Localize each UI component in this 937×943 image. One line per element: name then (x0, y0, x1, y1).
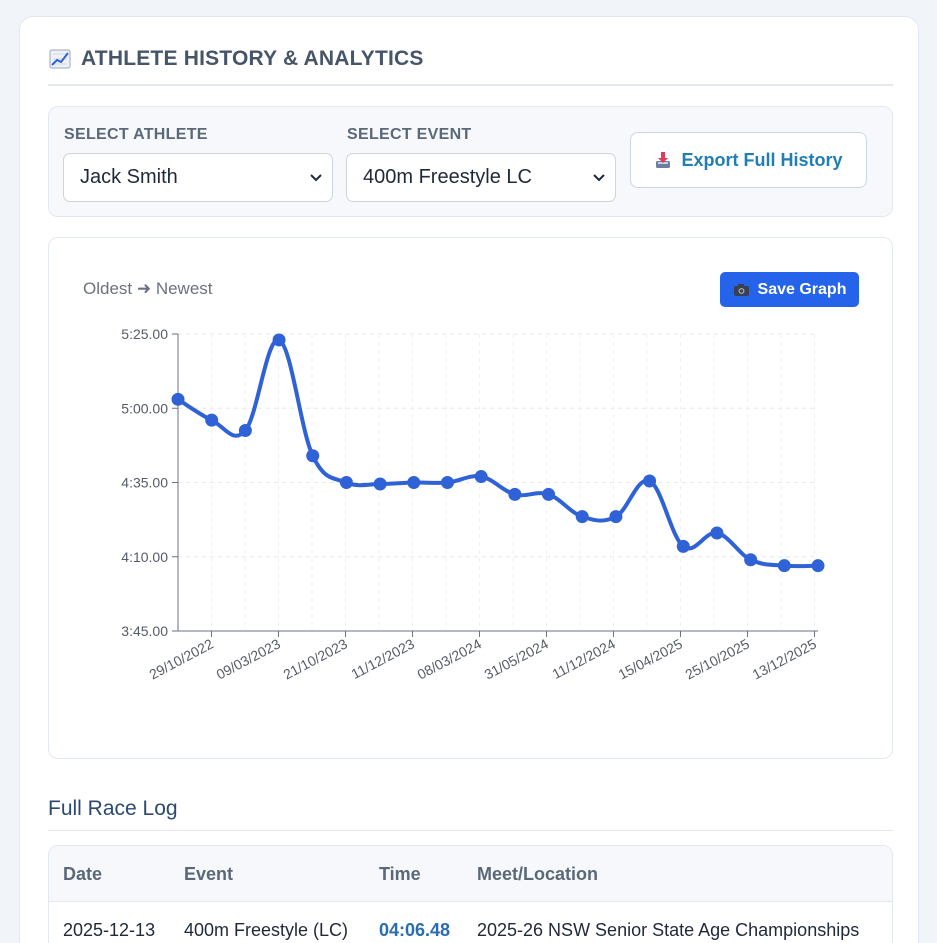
save-graph-label: Save Graph (757, 280, 847, 298)
event-select-value: 400m Freestyle LC (363, 166, 532, 188)
athlete-select-value: Jack Smith (80, 166, 178, 188)
x-tick-label: 29/10/2022 (147, 635, 217, 682)
event-label: SELECT EVENT (347, 126, 472, 143)
data-point (407, 476, 421, 489)
y-tick-label: 5:25.00 (121, 326, 168, 342)
data-point (339, 476, 353, 489)
x-tick-label: 13/12/2025 (750, 635, 820, 682)
chevron-down-icon (593, 174, 605, 182)
athlete-select[interactable]: Jack Smith (63, 153, 333, 202)
y-tick-label: 3:45.00 (121, 623, 168, 639)
controls-panel: SELECT ATHLETE Jack Smith SELECT EVENT 4… (48, 106, 893, 217)
chart-increasing-icon (49, 49, 71, 69)
export-history-label: Export Full History (681, 149, 843, 170)
cell-time: 04:06.48 (379, 920, 451, 940)
save-graph-button[interactable]: Save Graph (720, 272, 859, 307)
camera-icon (733, 283, 749, 296)
data-point (542, 487, 556, 501)
cell-meet: 2025-26 NSW Senior State Age Championshi… (477, 920, 860, 940)
export-history-button[interactable]: Export Full History (630, 132, 867, 188)
event-select[interactable]: 400m Freestyle LC (346, 153, 616, 202)
data-point (205, 413, 219, 427)
order-hint: Oldest ➜ Newest (83, 279, 213, 298)
x-tick-label: 08/03/2024 (415, 635, 485, 682)
data-point (373, 477, 387, 491)
data-point (171, 392, 185, 406)
y-tick-label: 4:35.00 (121, 475, 168, 491)
table-header: Date Event Time Meet/Location (49, 846, 892, 902)
y-tick-label: 4:10.00 (121, 549, 168, 565)
x-tick-label: 11/12/2023 (348, 635, 417, 682)
data-point (744, 553, 758, 567)
data-point (440, 476, 454, 489)
x-tick-label: 11/12/2024 (549, 635, 618, 682)
data-point (508, 487, 522, 501)
race-log-title: Full Race Log (48, 797, 178, 820)
performance-line-chart: 5:25.00 5:00.00 4:35.00 4:10.00 3:45.0029/10… (121, 326, 825, 683)
race-log-divider (48, 830, 893, 831)
data-point (575, 510, 589, 524)
chart-panel: Oldest ➜ Newest Save Graph 5:25.00 5:00.0… (48, 237, 893, 759)
x-tick-label: 31/05/2024 (482, 635, 552, 682)
data-point (710, 526, 724, 540)
y-tick-label: 5:00.00 (121, 400, 168, 416)
cell-event: 400m Freestyle (LC) (184, 920, 349, 940)
race-log-table: Date Event Time Meet/Location 2025-12-13… (48, 845, 893, 943)
column-header-event[interactable]: Event (184, 864, 234, 884)
column-header-date[interactable]: Date (63, 864, 103, 884)
data-point (306, 449, 320, 463)
athlete-label: SELECT ATHLETE (64, 126, 208, 143)
download-tray-icon (656, 152, 671, 168)
data-point (811, 559, 825, 573)
data-point (609, 510, 623, 524)
x-tick-label: 15/04/2025 (616, 635, 686, 682)
chevron-down-icon (310, 174, 322, 182)
title-divider (48, 84, 893, 86)
x-tick-label: 21/10/2023 (281, 635, 351, 682)
x-tick-label: 09/03/2023 (214, 635, 284, 682)
column-header-time[interactable]: Time (379, 864, 421, 884)
analytics-card: ATHLETE HISTORY & ANALYTICS SELECT ATHLE… (19, 16, 919, 943)
data-point (272, 333, 286, 347)
data-point (676, 539, 690, 553)
section-title: ATHLETE HISTORY & ANALYTICS (49, 47, 424, 71)
column-header-meet[interactable]: Meet/Location (477, 864, 599, 884)
data-point (643, 474, 657, 488)
cell-date: 2025-12-13 (63, 920, 156, 940)
section-title-text: ATHLETE HISTORY & ANALYTICS (81, 47, 424, 70)
data-point (474, 470, 488, 484)
data-point (238, 424, 252, 438)
data-point (777, 559, 791, 573)
x-tick-label: 25/10/2025 (683, 635, 753, 682)
